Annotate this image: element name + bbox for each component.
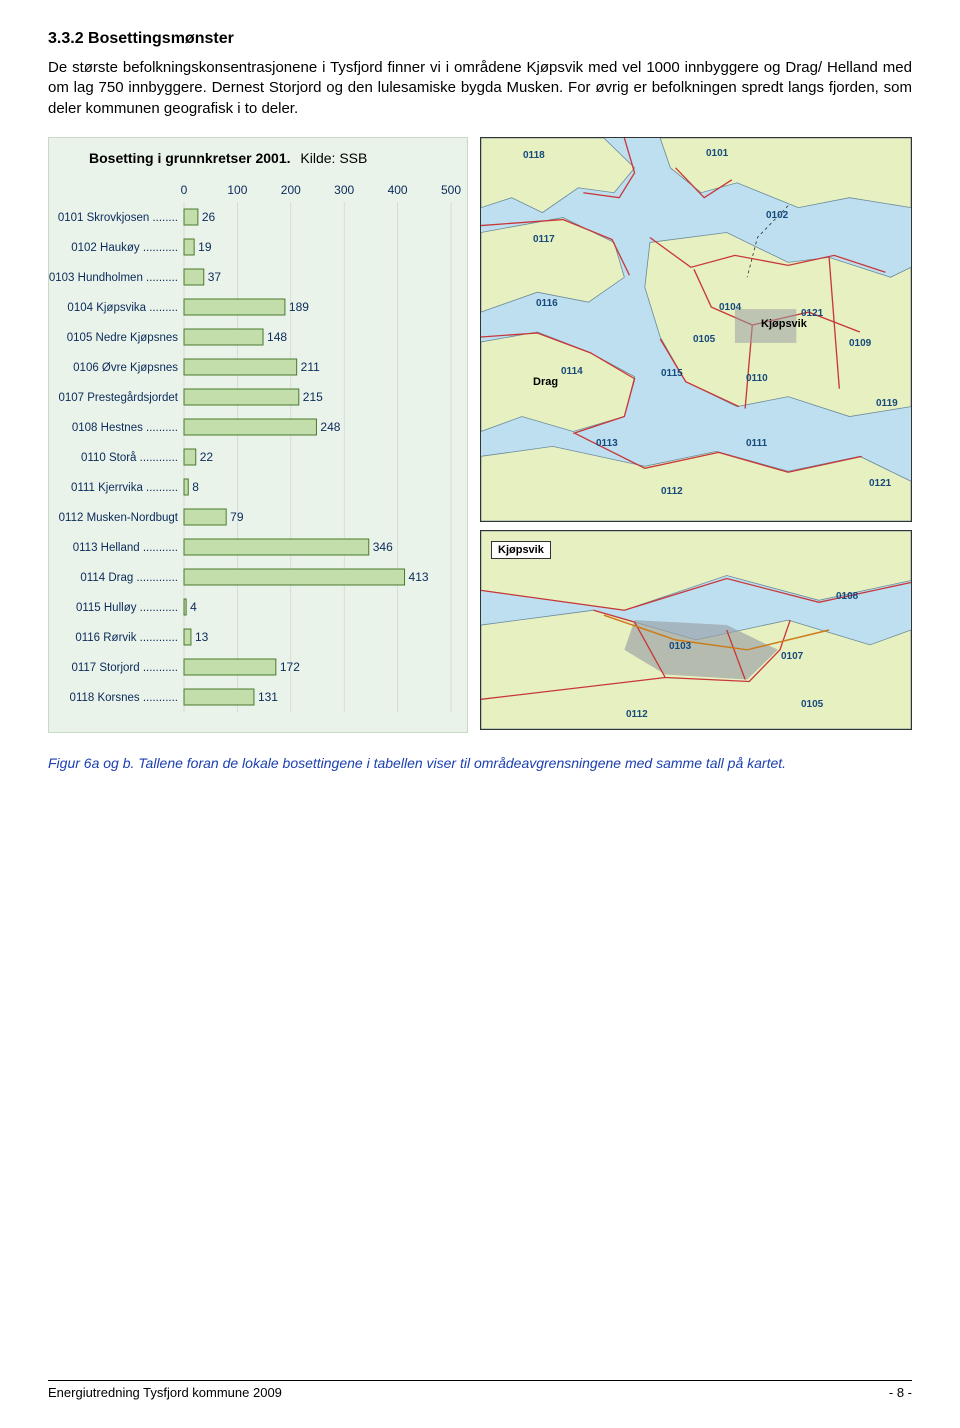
map-zone-label: Kjøpsvik: [761, 318, 807, 330]
map-zone-label: 0108: [836, 591, 858, 602]
map-zone-label: 0105: [801, 699, 823, 710]
svg-text:0115 Hulløy ............: 0115 Hulløy ............: [76, 602, 178, 614]
svg-text:79: 79: [230, 510, 244, 524]
map-main: 0118 0101 0117 0102 0116 0104 0121 0105 0109 0114…: [480, 137, 912, 522]
svg-text:0116 Rørvik ............: 0116 Rørvik ............: [75, 632, 178, 644]
svg-text:4: 4: [190, 600, 197, 614]
content-row: Bosetting i grunnkretser 2001. Kilde: SS…: [48, 137, 912, 733]
footer-left: Energiutredning Tysfjord kommune 2009: [48, 1385, 282, 1400]
map-zone-label: 0104: [719, 302, 741, 313]
map-zone-label: 0107: [781, 651, 803, 662]
map-zone-label: 0115: [661, 368, 683, 379]
svg-text:172: 172: [280, 660, 300, 674]
svg-text:0107 Prestegårdsjordet: 0107 Prestegårdsjordet: [58, 392, 178, 404]
svg-text:0113 Helland ...........: 0113 Helland ...........: [73, 542, 178, 554]
bar-chart: 0 100 200 300 400 500 0101 Skrovkjosen .......…: [49, 172, 469, 720]
svg-text:22: 22: [200, 450, 214, 464]
chart-panel: Bosetting i grunnkretser 2001. Kilde: SS…: [48, 137, 468, 733]
svg-text:8: 8: [192, 480, 199, 494]
svg-text:19: 19: [198, 240, 212, 254]
svg-text:248: 248: [320, 420, 340, 434]
svg-text:37: 37: [208, 270, 222, 284]
svg-text:100: 100: [227, 183, 247, 197]
svg-text:413: 413: [409, 570, 429, 584]
svg-text:400: 400: [388, 183, 408, 197]
map-zone-label: 0101: [706, 148, 728, 159]
map-zone-label: 0118: [523, 150, 545, 161]
body-paragraph: De største befolkningskonsentrasjonene i…: [48, 58, 912, 119]
footer-right: - 8 -: [889, 1385, 912, 1400]
map-main-svg: [481, 138, 911, 521]
map-zone-label: 0116: [536, 298, 558, 309]
svg-text:500: 500: [441, 183, 461, 197]
svg-text:0106 Øvre Kjøpsnes: 0106 Øvre Kjøpsnes: [73, 362, 178, 374]
map-zone-label: 0110: [746, 373, 768, 384]
map-zone-label: 0117: [533, 234, 555, 245]
svg-text:200: 200: [281, 183, 301, 197]
svg-text:0: 0: [181, 183, 188, 197]
svg-text:26: 26: [202, 210, 216, 224]
svg-text:0102 Haukøy ...........: 0102 Haukøy ...........: [71, 242, 178, 254]
svg-text:0114 Drag .............: 0114 Drag .............: [80, 572, 178, 584]
svg-text:0118 Korsnes ...........: 0118 Korsnes ...........: [70, 692, 178, 704]
svg-text:0103 Hundholmen ..........: 0103 Hundholmen ..........: [49, 272, 178, 284]
chart-title-main: Bosetting i grunnkretser 2001.: [89, 150, 291, 166]
map-inset-legend: Kjøpsvik: [491, 541, 551, 559]
map-zone-label: 0112: [661, 486, 683, 497]
svg-text:148: 148: [267, 330, 287, 344]
map-zone-label: 0113: [596, 438, 618, 449]
svg-text:211: 211: [301, 360, 320, 374]
map-inset-svg: [481, 531, 911, 729]
map-zone-label: 0103: [669, 641, 691, 652]
figure-caption: Figur 6a og b. Tallene foran de lokale b…: [48, 755, 912, 771]
svg-text:0110 Storå ............: 0110 Storå ............: [81, 452, 178, 464]
svg-text:346: 346: [373, 540, 393, 554]
map-panel: 0118 0101 0117 0102 0116 0104 0121 0105 0109 0114…: [480, 137, 912, 733]
map-zone-label: 0102: [766, 210, 788, 221]
map-inset: Kjøpsvik 0108 0103 0107 0105 0112: [480, 530, 912, 730]
svg-text:13: 13: [195, 630, 209, 644]
map-zone-label: 0114: [561, 366, 583, 377]
map-zone-label: 0121: [869, 478, 891, 489]
svg-text:0104 Kjøpsvika .........: 0104 Kjøpsvika .........: [67, 302, 178, 314]
svg-text:215: 215: [303, 390, 323, 404]
map-zone-label: Drag: [533, 376, 558, 388]
map-zone-label: 0111: [746, 438, 767, 449]
svg-text:0105 Nedre Kjøpsnes: 0105 Nedre Kjøpsnes: [67, 332, 178, 344]
map-zone-label: 0105: [693, 334, 715, 345]
page-footer: Energiutredning Tysfjord kommune 2009 - …: [48, 1380, 912, 1400]
map-zone-label: 0119: [876, 398, 898, 409]
chart-title: Bosetting i grunnkretser 2001. Kilde: SS…: [89, 150, 467, 166]
svg-text:131: 131: [258, 690, 278, 704]
map-zone-label: 0109: [849, 338, 871, 349]
svg-text:0111 Kjerrvika ..........: 0111 Kjerrvika ..........: [71, 482, 178, 494]
svg-text:0117 Storjord ...........: 0117 Storjord ...........: [71, 662, 178, 674]
map-zone-label: 0112: [626, 709, 648, 720]
svg-text:300: 300: [334, 183, 354, 197]
svg-text:0108 Hestnes ..........: 0108 Hestnes ..........: [72, 422, 178, 434]
svg-text:189: 189: [289, 300, 309, 314]
svg-text:0112 Musken-Nordbugt: 0112 Musken-Nordbugt: [59, 512, 179, 524]
section-heading: 3.3.2 Bosettingsmønster: [48, 30, 912, 48]
chart-title-source: Kilde: SSB: [300, 150, 367, 166]
svg-text:0101 Skrovkjosen ........: 0101 Skrovkjosen ........: [58, 212, 178, 224]
